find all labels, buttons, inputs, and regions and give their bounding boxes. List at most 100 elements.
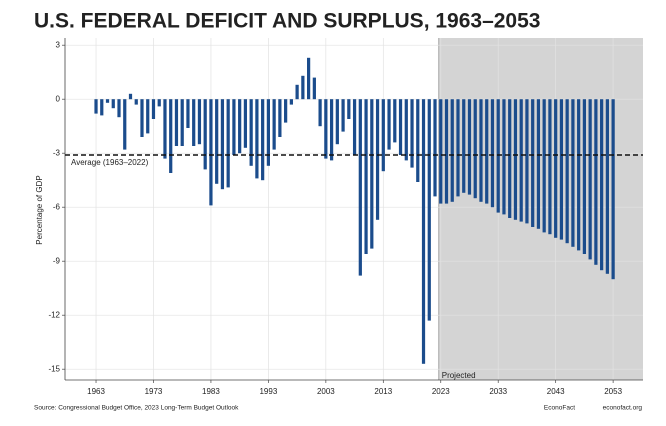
bar bbox=[318, 99, 322, 127]
x-tick-label: 1993 bbox=[259, 387, 277, 396]
bar bbox=[111, 99, 115, 109]
bar bbox=[582, 99, 587, 254]
bar bbox=[140, 99, 144, 137]
bar bbox=[462, 99, 466, 193]
bar bbox=[100, 99, 104, 116]
bar bbox=[123, 99, 127, 150]
bar bbox=[433, 99, 437, 197]
bar bbox=[278, 99, 282, 137]
bar bbox=[485, 99, 489, 204]
bar bbox=[450, 99, 454, 202]
bar bbox=[226, 99, 230, 188]
bar bbox=[289, 99, 293, 105]
projection-label: Projected bbox=[442, 371, 476, 380]
bar bbox=[249, 99, 253, 166]
bar bbox=[456, 99, 460, 197]
bar bbox=[220, 99, 225, 190]
bar bbox=[605, 99, 609, 274]
x-tick-label: 2013 bbox=[374, 387, 392, 396]
bar bbox=[341, 99, 345, 132]
bar bbox=[473, 99, 477, 199]
y-tick-label: -15 bbox=[48, 364, 60, 373]
bar bbox=[410, 99, 414, 168]
bar bbox=[209, 99, 213, 206]
bar bbox=[502, 99, 506, 215]
bar bbox=[307, 57, 311, 100]
bar bbox=[467, 99, 472, 195]
bar bbox=[588, 99, 592, 260]
bar bbox=[439, 99, 443, 204]
bar bbox=[548, 99, 552, 235]
bar bbox=[490, 99, 495, 208]
bar bbox=[169, 99, 173, 173]
bar bbox=[571, 99, 575, 247]
bar bbox=[180, 99, 184, 146]
bar bbox=[192, 99, 196, 146]
bar bbox=[347, 99, 351, 119]
bar bbox=[611, 99, 615, 280]
bar bbox=[284, 99, 288, 123]
bar bbox=[444, 99, 449, 204]
bar bbox=[335, 99, 339, 145]
bar bbox=[255, 99, 259, 179]
bar bbox=[427, 99, 431, 321]
x-tick-label: 2003 bbox=[317, 387, 335, 396]
bar bbox=[117, 99, 121, 118]
bar bbox=[146, 99, 150, 134]
bar bbox=[203, 99, 207, 170]
bar bbox=[387, 99, 391, 150]
bar bbox=[375, 99, 380, 220]
bar bbox=[105, 99, 110, 103]
bar bbox=[232, 99, 236, 155]
bar bbox=[329, 99, 334, 161]
x-tick-label: 1973 bbox=[145, 387, 163, 396]
bar bbox=[496, 99, 500, 213]
bar bbox=[513, 99, 518, 220]
bar bbox=[352, 99, 357, 155]
average-label: Average (1963–2022) bbox=[71, 158, 149, 167]
credit: EconoFact bbox=[544, 405, 575, 412]
bar bbox=[358, 99, 362, 276]
credit: econofact.org bbox=[603, 405, 643, 412]
source: Source: Congressional Budget Office, 202… bbox=[34, 405, 239, 412]
bar bbox=[238, 99, 242, 154]
bar bbox=[577, 99, 581, 251]
bar bbox=[594, 99, 598, 265]
bar bbox=[94, 99, 98, 114]
bar bbox=[364, 99, 368, 254]
bar bbox=[600, 99, 604, 271]
bar bbox=[398, 99, 403, 155]
bar bbox=[266, 99, 271, 166]
bar bbox=[324, 99, 328, 159]
bar bbox=[157, 99, 161, 107]
bar bbox=[215, 99, 219, 184]
bar bbox=[508, 99, 512, 218]
y-tick-label: -9 bbox=[53, 256, 61, 265]
bar bbox=[536, 99, 541, 229]
bar bbox=[393, 99, 397, 143]
y-tick-label: 0 bbox=[56, 94, 61, 103]
bar bbox=[519, 99, 523, 222]
y-tick-label: 3 bbox=[56, 40, 61, 49]
chart-title: U.S. FEDERAL DEFICIT AND SURPLUS, 1963–2… bbox=[34, 10, 540, 33]
bar bbox=[531, 99, 535, 227]
bar bbox=[243, 99, 248, 148]
y-axis-label: Percentage of GDP bbox=[35, 175, 44, 244]
x-tick-label: 2033 bbox=[489, 387, 507, 396]
bar bbox=[272, 99, 276, 150]
bar bbox=[197, 99, 202, 145]
x-tick-label: 2043 bbox=[547, 387, 565, 396]
bar bbox=[554, 99, 558, 238]
bar bbox=[128, 93, 133, 100]
bar bbox=[186, 99, 190, 128]
x-tick-label: 2053 bbox=[604, 387, 622, 396]
bar bbox=[479, 99, 483, 202]
bar bbox=[370, 99, 374, 249]
bar bbox=[381, 99, 385, 172]
y-tick-label: -3 bbox=[53, 148, 61, 157]
bar bbox=[301, 75, 305, 100]
bar bbox=[151, 99, 156, 119]
bar bbox=[416, 99, 420, 182]
x-tick-label: 1963 bbox=[87, 387, 105, 396]
